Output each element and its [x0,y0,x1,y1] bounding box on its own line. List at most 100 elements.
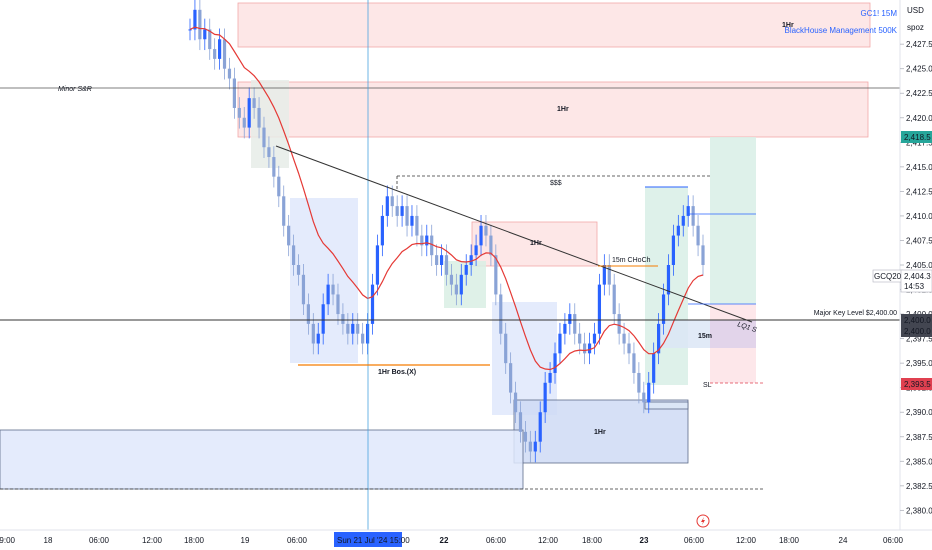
ema-line [189,26,704,371]
candle-body [257,107,261,128]
y-tick-label: 2,425.0 [906,65,932,74]
candle-body [435,255,439,265]
candle-body [370,284,375,324]
candle-body [489,235,493,256]
subtitle: BlackHouse Management 500K [784,26,897,35]
candle-body [385,196,389,216]
stop-price-tag-bg [901,378,932,390]
x-tick-label: 12:00 [142,536,163,545]
last-price-countdown: 14:53 [904,282,925,291]
stop-price-tag: 2,393.5 [904,380,931,389]
candle-body [661,294,666,324]
x-cursor-tag-bg [334,532,402,547]
bearish-zone-top [237,2,871,48]
candle-body [592,333,597,344]
candle-body [341,314,345,324]
candle-body [513,392,518,413]
time-axis-ticks: 19:00 18 06:00 12:00 18:00 19 06:00 Sun 21 Jul … [0,532,904,547]
candle-body [553,353,557,373]
candle-body [262,127,266,148]
candle-body [597,284,602,334]
candle-body [479,225,483,246]
y-tick-label: 2,390.0 [906,408,932,417]
candle-body [583,343,587,354]
candle-body [425,235,429,246]
candle-body [336,294,340,315]
purple-zone [710,320,756,348]
candle-body [444,255,449,275]
candle-body [528,441,532,452]
candle-body [203,29,207,40]
candle-body [686,206,690,216]
small-blue-box [644,401,689,410]
candle-body [439,255,444,265]
key-level-label: Major Key Level $2,400.00 [814,310,897,317]
candle-body [691,206,695,226]
price-axis-ticks: 2,380.02,382.52,385.02,387.52,390.02,392… [872,40,932,515]
candle-body [637,372,641,393]
bullish-fvg-1 [290,198,358,363]
candle-body [474,245,478,256]
candle-body [227,68,232,79]
candle-body [252,98,256,108]
candle-body [666,265,671,295]
candle-body [331,284,335,295]
y-tick-label: 2,410.0 [906,212,932,221]
x-tick-label: 19:00 [0,536,16,545]
candle-body [277,176,281,197]
flash-icon[interactable] [696,514,710,528]
y-tick-label: 2,420.0 [906,114,932,123]
htf-label-small: 1Hr [530,240,542,247]
candle-body [504,333,508,364]
candle-body [454,284,458,295]
candle-body [548,372,552,383]
candle-body [657,323,661,354]
candle-body [232,78,236,108]
price-axis[interactable] [900,0,932,530]
candle-body [193,9,197,30]
y-tick-label: 2,380.0 [906,506,932,515]
candle-body [464,265,468,275]
bullish-zone-1hr [513,399,689,464]
time-axis[interactable] [0,530,932,550]
candle-body [622,333,626,344]
candle-body [365,323,370,344]
x-tick-label: 18 [44,536,53,545]
candle-body [380,215,384,246]
last-price: 2,404.3 [904,272,931,281]
candle-body [415,215,419,236]
candle-body [642,392,646,403]
y-tick-label: 2,412.5 [906,187,932,196]
x-tick-label: 06:00 [883,536,904,545]
y-tick-label: 2,415.0 [906,163,932,172]
candle-body [272,157,276,177]
candle-body [696,225,700,246]
candle-body [222,39,227,69]
candle-body [558,333,562,354]
candle-body [676,225,680,236]
candle-body [523,431,528,442]
y-tick-label: 2,387.5 [906,433,932,442]
candle-body [410,215,414,226]
liquidity-label: $$$ [550,180,562,187]
entry-blue-zone [658,320,710,348]
candle-body [296,265,301,275]
candle-body [563,323,567,334]
candle-body [430,235,434,256]
candle-body [287,225,291,246]
x-tick-label: 24 [839,536,848,545]
candle-body [681,215,685,226]
user-label: spoz [907,23,924,32]
candle-body [361,333,365,344]
candles-layer [188,0,705,463]
candle-body [400,206,404,216]
candle-body [632,353,636,373]
candle-body [602,265,606,285]
y-tick-label: 2,405.0 [906,261,932,270]
green-box-entry [645,187,688,385]
candle-body [459,274,463,295]
candle-body [617,314,621,334]
candle-body [242,117,246,128]
candle-body [213,49,217,59]
